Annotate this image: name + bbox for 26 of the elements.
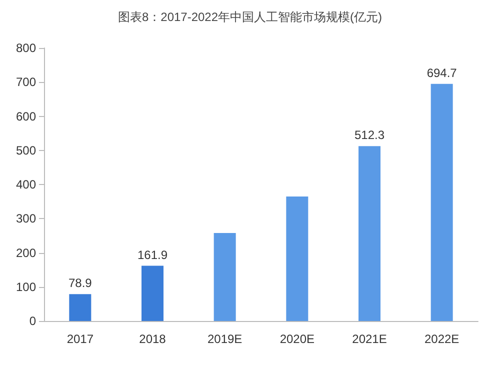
y-tick-label: 200	[16, 246, 36, 260]
chart-title: 图表8：2017-2022年中国人工智能市场规模(亿元)	[118, 10, 382, 24]
y-tick-label: 300	[16, 212, 36, 226]
y-tick-label: 800	[16, 41, 36, 55]
x-tick-label: 2018	[139, 332, 166, 346]
data-label: 694.7	[426, 66, 458, 80]
bar	[358, 146, 380, 321]
y-tick-label: 700	[16, 75, 36, 90]
bar	[286, 196, 308, 321]
y-tick-label: 400	[16, 178, 36, 192]
bar	[69, 294, 92, 321]
bar	[142, 266, 164, 321]
y-tick-label: 100	[16, 280, 36, 294]
y-tick-label: 600	[16, 109, 36, 124]
data-label: 161.9	[137, 248, 168, 262]
y-tick-label: 500	[16, 143, 36, 158]
x-tick-label: 2019E	[207, 332, 242, 346]
data-label: 78.9	[68, 276, 92, 290]
x-tick-label: 2017	[66, 332, 94, 346]
bar	[214, 232, 236, 321]
x-tick-label: 2021E	[352, 332, 387, 346]
x-tick-label: 2022E	[424, 332, 460, 346]
y-tick-label: 0	[29, 314, 36, 328]
data-label: 512.3	[354, 128, 385, 142]
x-tick-label: 2020E	[280, 332, 315, 346]
bar	[430, 84, 453, 321]
